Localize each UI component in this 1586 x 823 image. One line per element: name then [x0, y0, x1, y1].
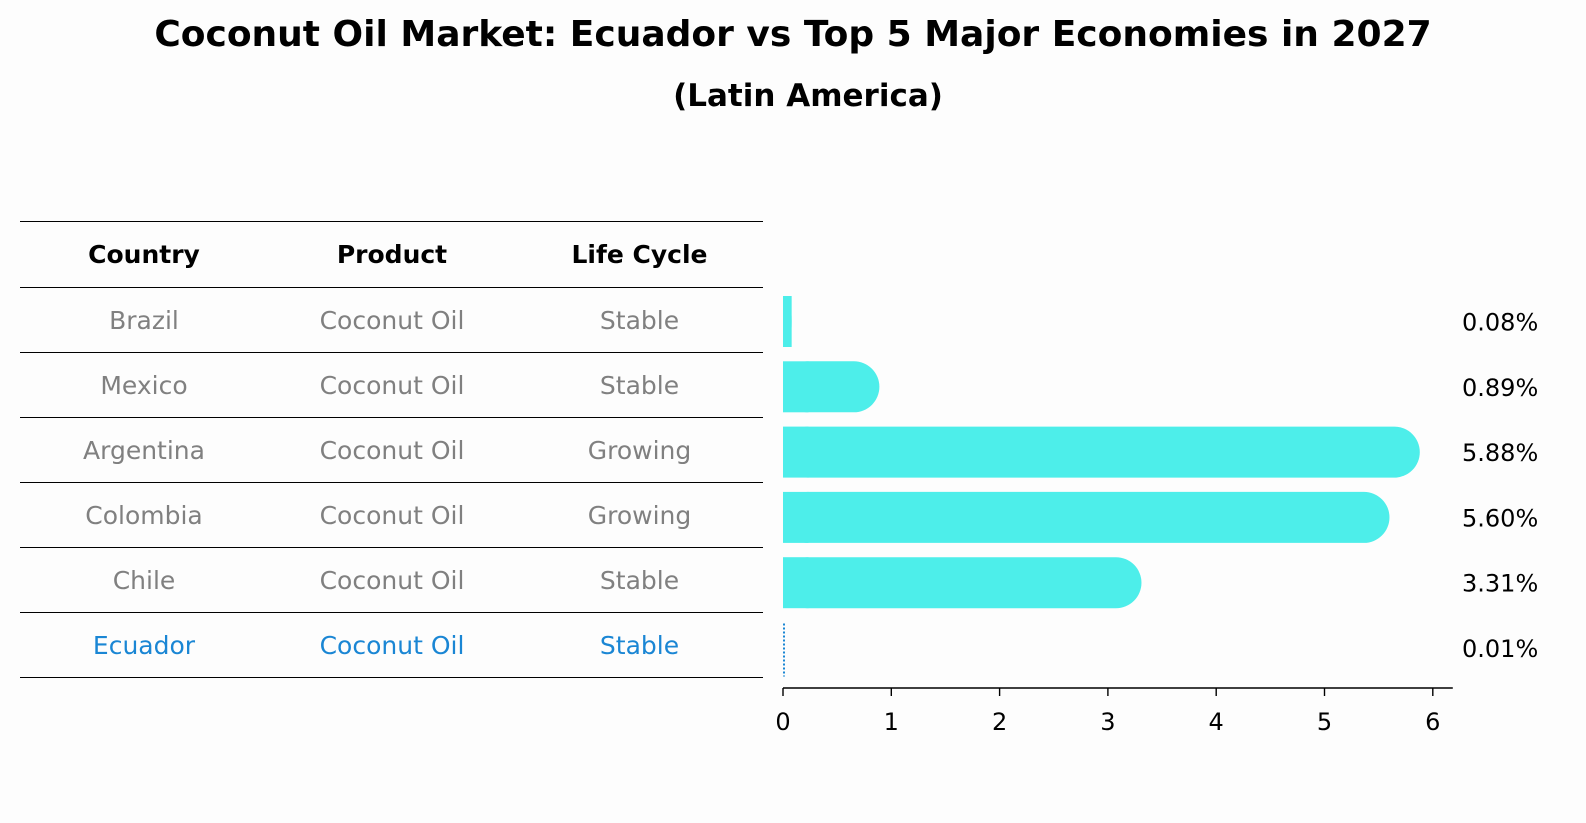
bar-base-argentina: [783, 426, 809, 478]
life-cycle-cell: Stable: [599, 370, 680, 400]
table-row: Mexico Coconut Oil Stable: [20, 353, 763, 418]
country-cell: Chile: [112, 565, 176, 595]
product-cell: Coconut Oil: [319, 500, 465, 530]
value-label-colombia: 5.60%: [1462, 504, 1538, 532]
header-life-cycle: Life Cycle: [571, 240, 708, 269]
chart-subtitle: (Latin America): [673, 78, 943, 114]
country-cell: Ecuador: [92, 630, 196, 660]
product-cell: Coconut Oil: [319, 565, 465, 595]
table-row: Colombia Coconut Oil Growing: [20, 483, 763, 548]
value-label-ecuador: 0.01%: [1462, 635, 1538, 663]
x-tick-label: 4: [1209, 708, 1224, 736]
product-cell: Coconut Oil: [319, 435, 465, 465]
product-cell: Coconut Oil: [319, 370, 465, 400]
bar-chile: [783, 557, 1142, 609]
country-cell: Argentina: [83, 435, 205, 465]
country-cell: Brazil: [109, 305, 179, 335]
chart-title: Coconut Oil Market: Ecuador vs Top 5 Maj…: [154, 14, 1432, 55]
value-label-mexico: 0.89%: [1462, 374, 1538, 402]
life-cycle-cell: Growing: [587, 500, 692, 530]
bar-base-colombia: [783, 491, 809, 543]
x-tick-label: 3: [1100, 708, 1115, 736]
x-tick-label: 0: [775, 708, 790, 736]
header-product: Product: [336, 240, 448, 269]
table-row: Argentina Coconut Oil Growing: [20, 418, 763, 483]
data-table: Country Product Life Cycle Brazil Coconu…: [20, 221, 763, 678]
table-header-row: Country Product Life Cycle: [20, 221, 763, 288]
value-label-chile: 3.31%: [1462, 570, 1538, 598]
table-row: Brazil Coconut Oil Stable: [20, 288, 763, 353]
product-cell: Coconut Oil: [319, 630, 465, 660]
country-cell: Colombia: [85, 500, 203, 530]
header-country: Country: [88, 240, 200, 269]
bar-base-brazil: [783, 296, 792, 347]
bar-base-mexico: [783, 361, 809, 413]
x-tick-label: 2: [992, 708, 1007, 736]
bar-colombia: [783, 491, 1390, 543]
life-cycle-cell: Stable: [599, 630, 680, 660]
bar-base-chile: [783, 557, 809, 609]
bar-argentina: [783, 426, 1420, 478]
life-cycle-cell: Stable: [599, 305, 680, 335]
product-cell: Coconut Oil: [319, 305, 465, 335]
country-cell: Mexico: [100, 370, 188, 400]
life-cycle-cell: Stable: [599, 565, 680, 595]
value-label-brazil: 0.08%: [1462, 309, 1538, 337]
table-row: Chile Coconut Oil Stable: [20, 548, 763, 613]
x-tick-label: 5: [1317, 708, 1332, 736]
life-cycle-cell: Growing: [587, 435, 692, 465]
value-label-argentina: 5.88%: [1462, 439, 1538, 467]
x-tick-label: 1: [884, 708, 899, 736]
x-tick-label: 6: [1425, 708, 1440, 736]
table-row-highlighted: Ecuador Coconut Oil Stable: [20, 613, 763, 678]
